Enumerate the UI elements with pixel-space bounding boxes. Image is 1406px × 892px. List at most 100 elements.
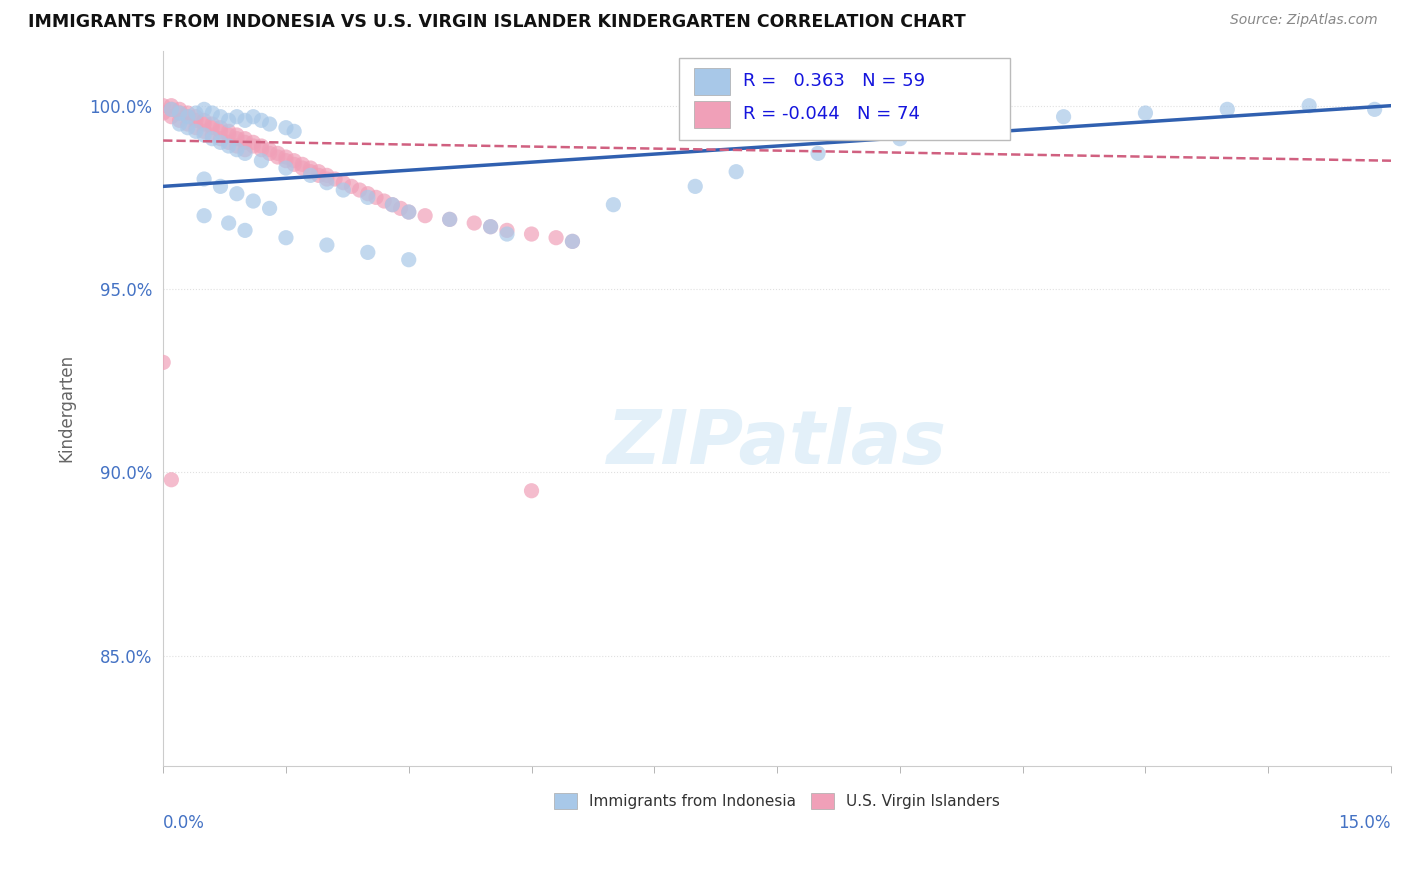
Point <box>315 169 337 183</box>
Text: R = -0.044   N = 74: R = -0.044 N = 74 <box>742 105 920 123</box>
Point <box>225 128 247 142</box>
Point <box>193 117 215 131</box>
Point <box>479 219 502 234</box>
Point <box>160 98 183 112</box>
Text: IMMIGRANTS FROM INDONESIA VS U.S. VIRGIN ISLANDER KINDERGARTEN CORRELATION CHART: IMMIGRANTS FROM INDONESIA VS U.S. VIRGIN… <box>28 13 966 31</box>
Point <box>177 110 200 124</box>
Point <box>259 202 281 216</box>
Point <box>169 106 191 120</box>
Point <box>242 139 264 153</box>
Point <box>169 117 191 131</box>
Point <box>193 113 215 128</box>
Point <box>291 161 314 175</box>
Point <box>177 110 200 124</box>
Point <box>299 169 322 183</box>
Y-axis label: Kindergarten: Kindergarten <box>58 354 75 462</box>
Point <box>364 190 387 204</box>
Point <box>315 172 337 186</box>
Bar <box>693 101 731 128</box>
Point <box>389 202 412 216</box>
Point <box>160 103 183 117</box>
Point <box>218 139 240 153</box>
Point <box>218 113 240 128</box>
Point <box>439 212 461 227</box>
Point <box>315 238 337 252</box>
Point <box>398 205 420 219</box>
Point <box>193 172 215 186</box>
Point <box>332 176 354 190</box>
Point <box>602 197 624 211</box>
Point <box>439 212 461 227</box>
Point <box>201 120 224 135</box>
Point <box>315 176 337 190</box>
Point <box>184 124 207 138</box>
Point <box>184 120 207 135</box>
Point <box>209 120 232 135</box>
Point <box>357 245 380 260</box>
Point <box>413 209 436 223</box>
Point <box>250 153 273 168</box>
Point <box>160 110 183 124</box>
Point <box>218 136 240 150</box>
Point <box>233 223 256 237</box>
Point <box>169 113 191 128</box>
Point <box>177 106 200 120</box>
Point <box>225 143 247 157</box>
Point <box>201 117 224 131</box>
Point <box>520 227 543 241</box>
Point <box>349 183 371 197</box>
Point <box>283 124 305 138</box>
Point <box>725 164 748 178</box>
Point <box>218 124 240 138</box>
Point <box>398 205 420 219</box>
Point <box>184 113 207 128</box>
Point <box>242 194 264 208</box>
Point <box>308 169 330 183</box>
Text: 0.0%: 0.0% <box>163 814 205 832</box>
Point <box>259 117 281 131</box>
Point <box>496 223 519 237</box>
Point <box>274 120 297 135</box>
Point <box>398 252 420 267</box>
Point <box>561 235 583 249</box>
Point <box>267 146 290 161</box>
Point <box>561 235 583 249</box>
Point <box>209 110 232 124</box>
Point <box>340 179 363 194</box>
Point <box>299 161 322 175</box>
Point <box>177 117 200 131</box>
Point <box>218 128 240 142</box>
Point <box>970 120 993 135</box>
Point <box>357 186 380 201</box>
Point <box>152 106 174 120</box>
Point <box>259 146 281 161</box>
Point <box>291 157 314 171</box>
Point <box>373 194 395 208</box>
Point <box>193 103 215 117</box>
Point <box>283 157 305 171</box>
Point <box>201 128 224 142</box>
Point <box>233 136 256 150</box>
Point <box>496 227 519 241</box>
Text: Source: ZipAtlas.com: Source: ZipAtlas.com <box>1230 13 1378 28</box>
Point <box>184 110 207 124</box>
Point <box>1216 103 1239 117</box>
Point <box>160 103 183 117</box>
Point <box>381 197 404 211</box>
Point <box>463 216 485 230</box>
Point <box>479 219 502 234</box>
Point <box>242 136 264 150</box>
Point <box>807 146 830 161</box>
Point <box>209 131 232 145</box>
Point <box>225 110 247 124</box>
Point <box>209 136 232 150</box>
Legend: Immigrants from Indonesia, U.S. Virgin Islanders: Immigrants from Indonesia, U.S. Virgin I… <box>548 787 1007 815</box>
Point <box>233 146 256 161</box>
Point <box>218 216 240 230</box>
Point <box>357 190 380 204</box>
Point <box>1364 103 1386 117</box>
Point <box>201 131 224 145</box>
Point <box>1298 98 1320 112</box>
Point <box>683 179 706 194</box>
Point <box>274 230 297 244</box>
